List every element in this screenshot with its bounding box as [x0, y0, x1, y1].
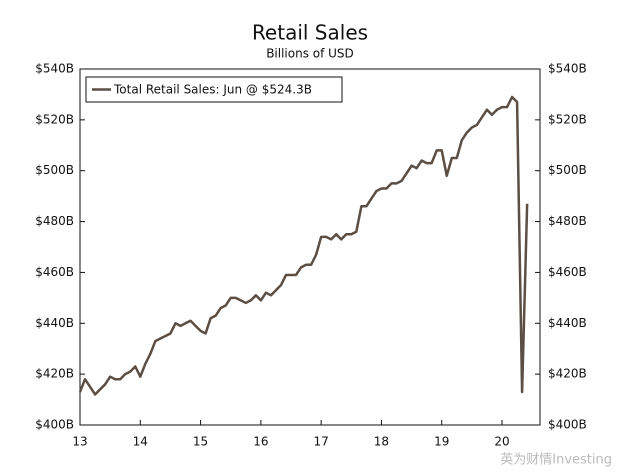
y2-tick-label: $520B: [548, 112, 587, 126]
y-tick-label: $480B: [35, 214, 74, 228]
y2-tick-label: $400B: [548, 418, 587, 432]
x-tick-label: 19: [434, 435, 449, 449]
x-tick-label: 16: [253, 435, 268, 449]
y2-tick-label: $440B: [548, 316, 587, 330]
series-line: [78, 95, 529, 396]
y2-tick-label: $480B: [548, 214, 587, 228]
y-tick-label: $420B: [35, 367, 74, 381]
y2-tick-label: $460B: [548, 265, 587, 279]
x-tick-label: 17: [314, 435, 329, 449]
legend-label: Total Retail Sales: Jun @ $524.3B: [113, 83, 312, 97]
x-tick-label: 13: [72, 435, 87, 449]
x-tick-label: 15: [193, 435, 208, 449]
x-tick-label: 20: [494, 435, 509, 449]
chart-subtitle: Billions of USD: [266, 47, 354, 61]
chart-title: Retail Sales: [252, 21, 368, 45]
x-tick-label: 18: [374, 435, 389, 449]
watermark: 英为财情Investing: [500, 453, 612, 468]
y2-tick-label: $420B: [548, 367, 587, 381]
plot-frame: [79, 68, 541, 426]
y-tick-label: $400B: [35, 418, 74, 432]
x-tick-label: 14: [133, 435, 148, 449]
y2-tick-label: $540B: [548, 62, 587, 76]
y-tick-label: $540B: [35, 62, 74, 76]
y-tick-label: $500B: [35, 163, 74, 177]
legend-box: [85, 76, 343, 103]
y2-tick-label: $500B: [548, 163, 587, 177]
y-tick-label: $440B: [35, 316, 74, 330]
y-tick-label: $460B: [35, 265, 74, 279]
y-tick-label: $520B: [35, 112, 74, 126]
